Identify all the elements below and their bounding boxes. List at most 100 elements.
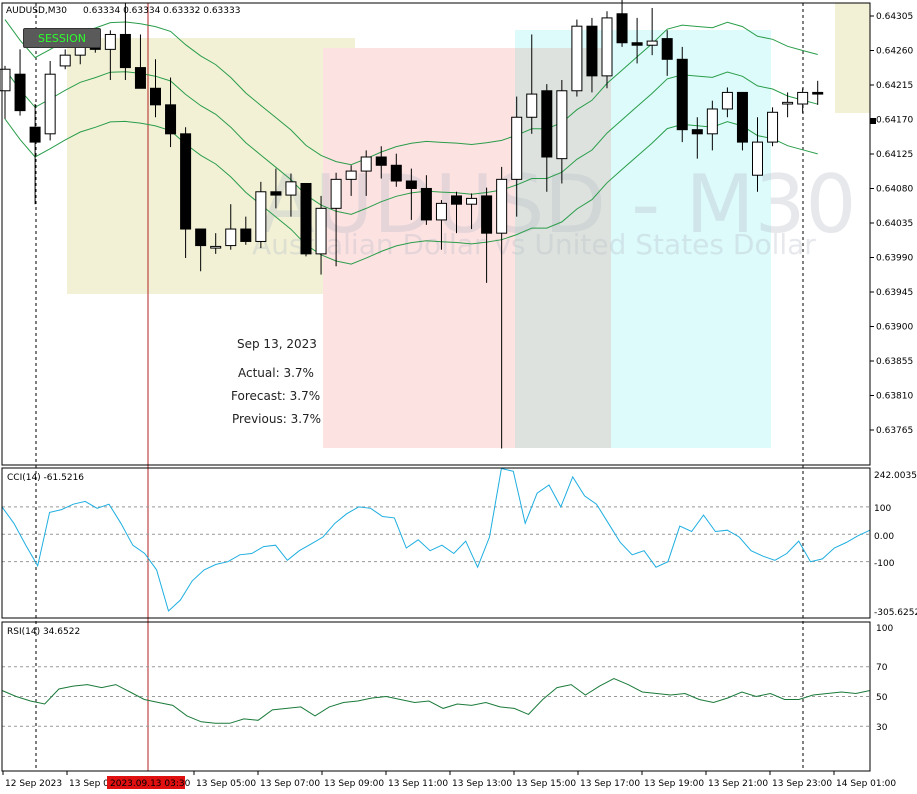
price-tick-label: 0.63990 [876, 254, 913, 264]
time-tick-label: 14 Sep 01:00 [836, 779, 896, 789]
candle-body [210, 245, 222, 249]
candle [736, 91, 748, 151]
time-tick-label: 13 Sep 01:30 [69, 779, 129, 789]
candle-body [721, 91, 733, 110]
candle-body [330, 178, 342, 209]
candle-body [782, 101, 794, 105]
price-tick-label: 0.63810 [876, 392, 913, 402]
candle [556, 80, 568, 184]
candle [481, 187, 493, 283]
price-tick-label: 0.64215 [876, 81, 913, 91]
candle-body [511, 116, 523, 180]
chart-symbol-title: AUDUSD,M30 [6, 6, 67, 16]
candle [390, 153, 402, 187]
event-date: Sep 13, 2023 [237, 337, 317, 351]
candle-body [59, 54, 71, 67]
candle-body [767, 111, 779, 143]
rsi-tick-label: 50 [876, 693, 888, 703]
candle [134, 34, 146, 89]
candle-body [195, 228, 207, 247]
candle [255, 181, 267, 249]
candle [285, 173, 297, 217]
candle-body [541, 90, 553, 158]
time-tick-label: 13 Sep 17:00 [580, 779, 640, 789]
candle-body [466, 197, 478, 205]
candle-body [706, 108, 718, 135]
candle [752, 117, 763, 192]
candle-body [375, 156, 387, 166]
candle [315, 195, 327, 275]
candle-body [420, 187, 432, 221]
time-tick-label: 13 Sep 09:00 [324, 779, 384, 789]
session-zone-europe [323, 48, 515, 448]
event-previous: Previous: 3.7% [232, 412, 321, 426]
rsi-line [1, 678, 871, 724]
current-price-marker [870, 118, 876, 124]
price-tick-label: 0.63900 [876, 323, 913, 333]
candle [225, 204, 237, 250]
price-tick-label: 0.64305 [876, 12, 913, 22]
candle [14, 49, 26, 116]
candle-body [119, 33, 131, 69]
cci-tick-label: 0.00 [874, 532, 894, 542]
candle-body [225, 228, 237, 247]
candle-body [646, 40, 658, 46]
candle [511, 96, 523, 217]
session-zone-asia-next [835, 3, 870, 113]
candle [526, 34, 538, 134]
candle [767, 107, 779, 147]
candle-body [797, 91, 809, 105]
candle [59, 49, 71, 70]
candle-body [451, 195, 462, 205]
indicator-panels [1, 467, 871, 727]
candle-body [44, 73, 56, 135]
candle-body [616, 13, 628, 44]
rsi-tick-label: 70 [876, 663, 888, 673]
candle [44, 60, 56, 141]
session-button[interactable]: SESSION [23, 28, 101, 48]
event-forecast: Forecast: 3.7% [231, 389, 320, 403]
candle [210, 233, 222, 254]
cci-tick-label: -100 [874, 559, 895, 569]
candle [586, 17, 598, 93]
candle [812, 80, 824, 105]
time-tick-label: 12 Sep 2023 [5, 779, 62, 789]
candle-body [390, 164, 402, 182]
candle-body [300, 182, 312, 255]
cci-tick-label: 242.0035 [874, 471, 917, 481]
candle [300, 182, 312, 257]
candle [706, 100, 718, 151]
panel-frame-0 [1, 2, 871, 466]
candle-body [752, 141, 763, 176]
candle-body [586, 25, 598, 77]
rsi-tick-label: 100 [876, 624, 893, 634]
candle [375, 146, 387, 179]
time-tick-label: 13 Sep 21:00 [708, 779, 768, 789]
candle [270, 168, 282, 209]
candle-body [556, 90, 568, 160]
candle [631, 17, 643, 64]
candle-body [134, 67, 146, 89]
price-tick-label: 0.63765 [876, 426, 913, 436]
candle-body [496, 178, 508, 234]
candle [782, 92, 794, 118]
candle [435, 200, 447, 250]
event-info: Sep 13, 2023 Actual: 3.7% Forecast: 3.7%… [231, 337, 321, 426]
symbol-watermark: AUDUSD - M30 Australian Dollar vs United… [252, 158, 856, 261]
candle [691, 117, 703, 159]
candle-body [285, 181, 297, 196]
candle-body [631, 42, 643, 46]
cci-line [1, 467, 871, 612]
time-tick-label: 13 Sep 23:00 [772, 779, 832, 789]
candle [541, 84, 553, 192]
candle [797, 88, 809, 114]
candle [345, 165, 357, 196]
candle-body [0, 68, 11, 92]
price-tick-label: 0.64170 [876, 116, 913, 126]
candle [165, 77, 177, 148]
candle-body [526, 93, 538, 118]
time-tick-label: 13 Sep 19:00 [644, 779, 704, 789]
candle-body [104, 33, 116, 50]
time-tick-label: 13 Sep 07:00 [260, 779, 320, 789]
